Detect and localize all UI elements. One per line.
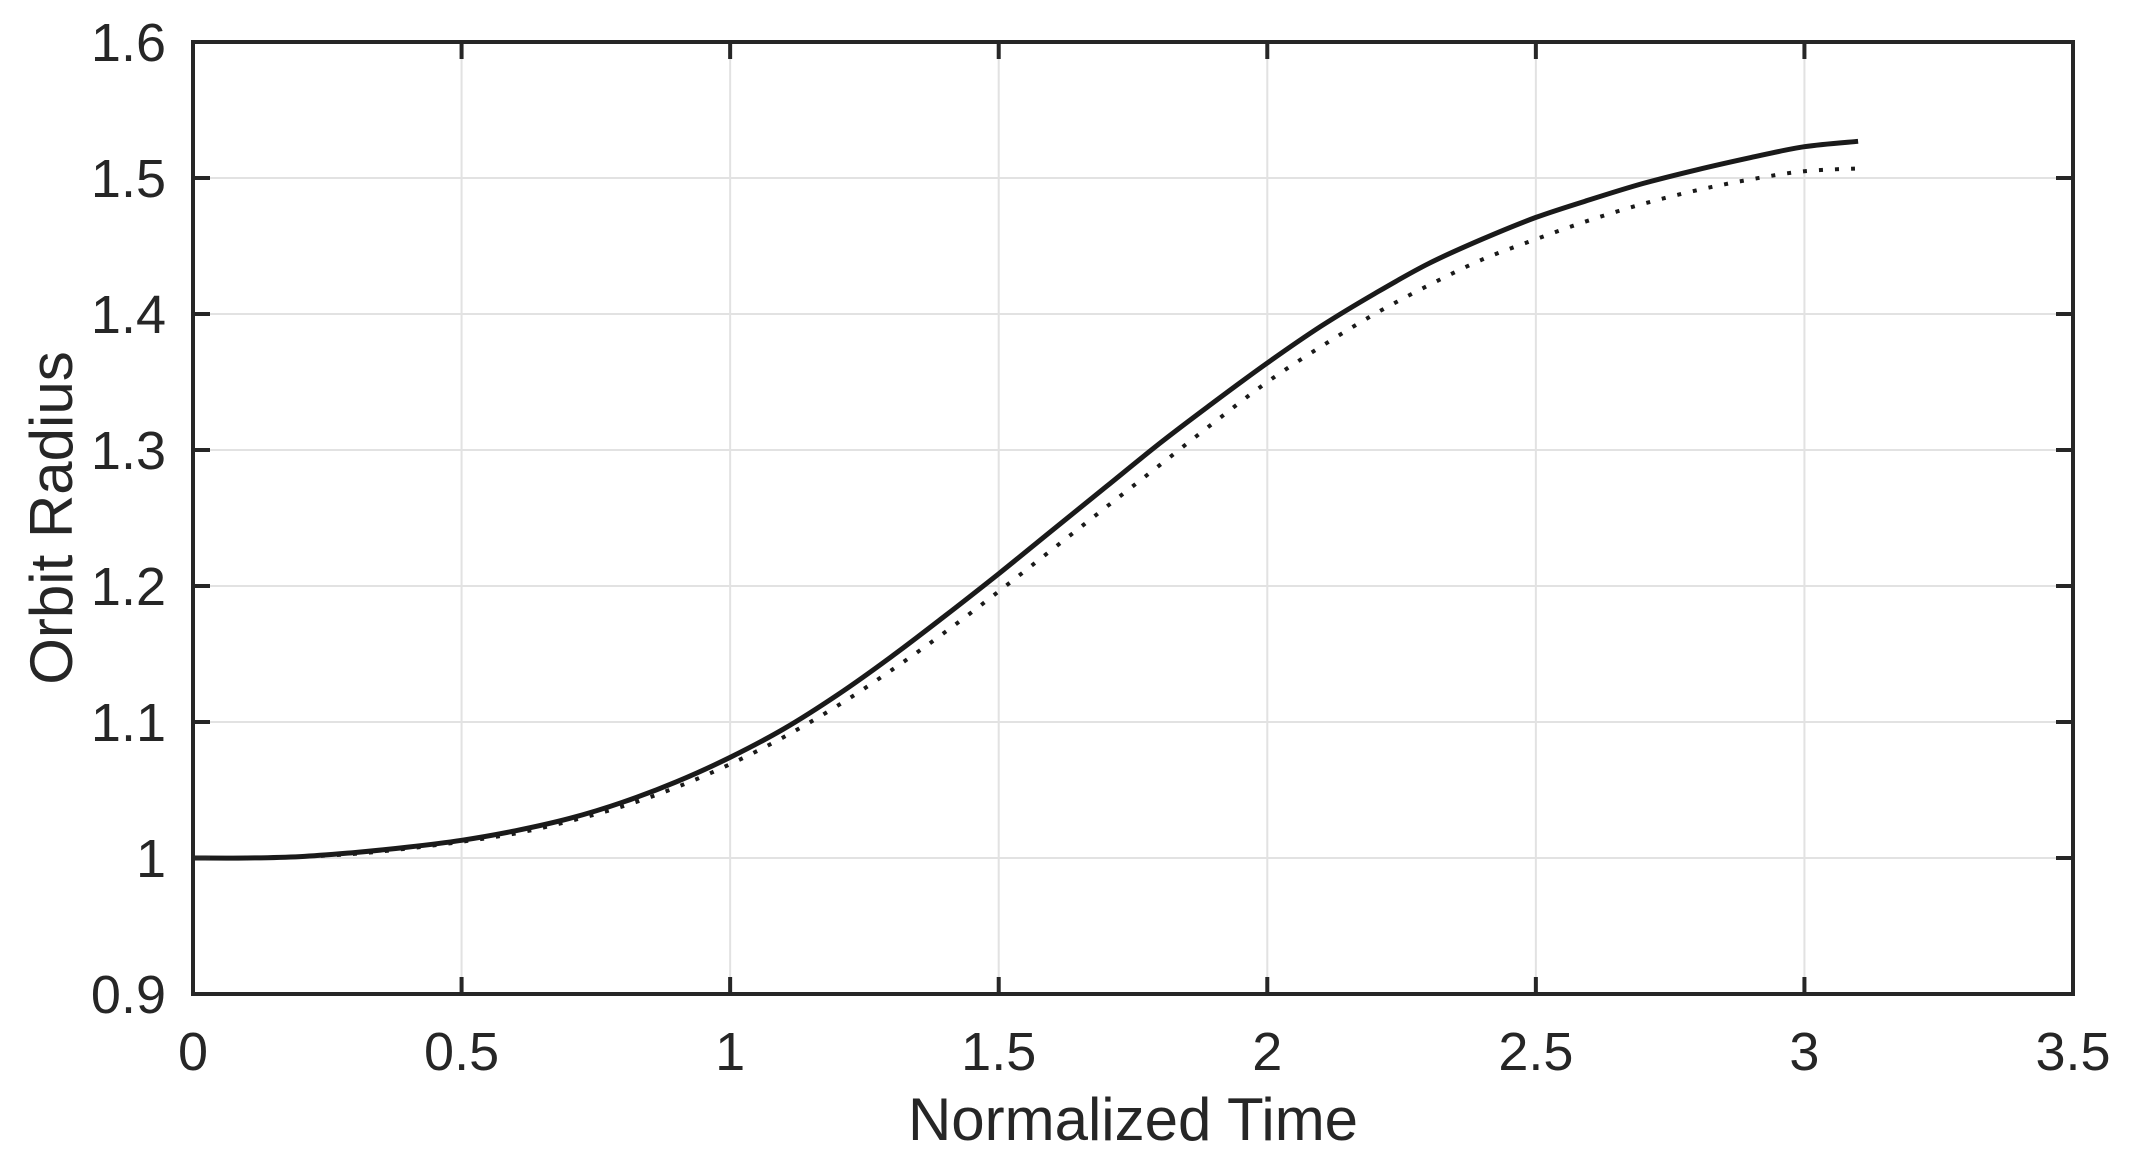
x-tick-label: 0 bbox=[178, 1022, 208, 1082]
x-tick-label: 2.5 bbox=[1498, 1022, 1573, 1082]
axis-ticks bbox=[191, 40, 2075, 996]
x-tick-label: 3.5 bbox=[2035, 1022, 2110, 1082]
y-tick-label: 0.9 bbox=[91, 965, 166, 1025]
y-tick-label: 1.6 bbox=[91, 13, 166, 73]
tick-labels: 0 0.5 1 1.5 2 2.5 3 3.5 0.9 1 1.1 1.2 1.3 1.4 1.5 1.6 bbox=[91, 13, 2111, 1082]
y-tick-label: 1.2 bbox=[91, 557, 166, 617]
x-tick-label: 2 bbox=[1252, 1022, 1282, 1082]
y-tick-label: 1 bbox=[136, 829, 166, 889]
y-tick-label: 1.3 bbox=[91, 421, 166, 481]
x-tick-label: 1 bbox=[715, 1022, 745, 1082]
y-tick-label: 1.5 bbox=[91, 149, 166, 209]
plot-border bbox=[191, 40, 2075, 996]
y-tick-label: 1.4 bbox=[91, 285, 166, 345]
x-tick-label: 1.5 bbox=[961, 1022, 1036, 1082]
y-tick-label: 1.1 bbox=[91, 693, 166, 753]
x-axis-label: Normalized Time bbox=[908, 1086, 1358, 1153]
solid-curve-path bbox=[192, 138, 1859, 861]
x-tick-label: 3 bbox=[1789, 1022, 1819, 1082]
y-axis-label: Orbit Radius bbox=[18, 351, 85, 684]
dotted-curve-path bbox=[192, 166, 1859, 861]
series-lines bbox=[192, 138, 1859, 861]
x-tick-label: 0.5 bbox=[424, 1022, 499, 1082]
grid-lines bbox=[192, 41, 2074, 995]
